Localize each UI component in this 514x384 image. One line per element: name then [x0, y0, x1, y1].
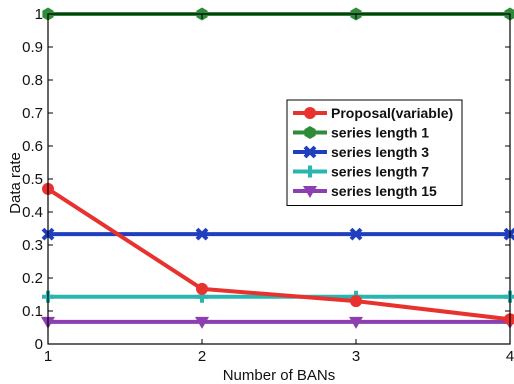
y-tick-label: 0.6: [22, 138, 43, 155]
x-tick-label: 4: [506, 348, 514, 365]
x-tick-label: 1: [44, 348, 52, 365]
legend-label-series-length-1: series length 1: [331, 125, 429, 141]
y-tick-label: 0.5: [22, 171, 43, 188]
y-tick-label: 0.1: [22, 303, 43, 320]
legend-label-series-length-3: series length 3: [331, 144, 429, 160]
data-point-series-length-3: [349, 227, 363, 241]
legend-marker-proposal-variable: [304, 107, 316, 119]
y-tick-label: 0.4: [22, 204, 43, 221]
legend-marker-series-length-15: [303, 186, 317, 198]
x-tick-label: 3: [352, 348, 360, 365]
legend-marker-series-length-7: [304, 165, 316, 178]
data-point-proposal-variable: [504, 313, 514, 326]
y-tick-label: 0.8: [22, 72, 43, 89]
axes: 1 2 3 4 0 0.1 0.2 0.3 0.4 0.5 0.6 0.7 0.8 0.9 1: [22, 6, 514, 365]
y-tick-label: 0: [35, 336, 43, 353]
y-tick-label: 0.3: [22, 237, 43, 254]
legend-label-series-length-7: series length 7: [331, 164, 429, 180]
legend-marker-series-length-3: [303, 145, 317, 159]
legend-label-proposal-variable: Proposal(variable): [331, 105, 453, 121]
y-tick-label: 0.2: [22, 270, 43, 287]
data-point-proposal-variable: [196, 282, 208, 295]
data-point-proposal-variable: [350, 295, 362, 308]
y-tick-label: 1: [35, 6, 43, 23]
data-point-series-length-15: [349, 316, 363, 329]
data-point-series-length-3: [195, 227, 209, 241]
series-line-proposal-variable: [46, 187, 511, 322]
legend-marker-series-length-1: [304, 126, 316, 139]
x-axis-label: Number of BANs: [223, 367, 336, 384]
data-point-series-length-15: [195, 316, 209, 329]
y-tick-label: 0.7: [22, 105, 43, 122]
y-tick-label: 0.9: [22, 39, 43, 56]
x-tick-label: 2: [198, 348, 206, 365]
legend-label-series-length-15: series length 15: [331, 183, 437, 199]
legend: Proposal(variable) series length 1 series …: [286, 99, 463, 206]
y-axis-label: Data rate: [7, 152, 24, 214]
